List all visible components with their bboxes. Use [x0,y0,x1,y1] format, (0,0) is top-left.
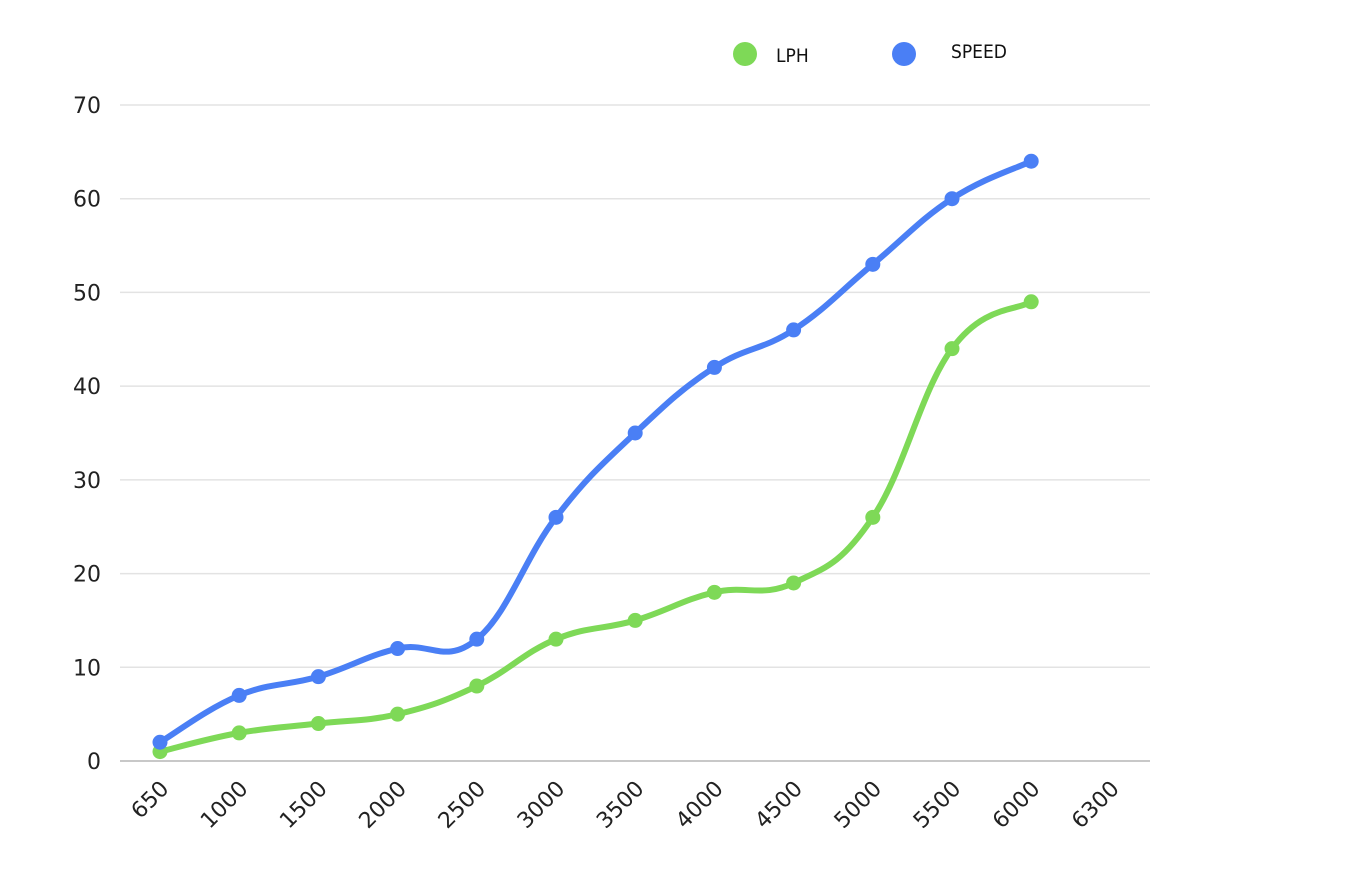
data-point-speed [469,631,485,647]
x-tick-label: 2500 [434,777,491,834]
y-tick-label: 10 [73,656,101,681]
grid-lines [120,104,1150,762]
x-tick-label: 650 [127,777,174,824]
x-axis-ticks: 650 1000 1500 2000 2500 3000 3500 4000 4500 5000 5… [127,777,1125,834]
data-point-speed [548,509,564,525]
data-point-lph [865,509,881,525]
data-point-speed [944,191,960,207]
data-point-lph [786,575,802,591]
data-point-speed [1023,153,1039,169]
legend: LPH SPEED [733,41,1007,67]
y-tick-label: 0 [87,750,101,775]
data-point-speed [865,256,881,272]
legend-label-speed: SPEED [951,41,1007,63]
legend-label-lph: LPH [776,45,809,67]
data-point-speed [390,641,406,657]
x-tick-label: 3500 [592,777,649,834]
y-tick-label: 30 [73,469,101,494]
data-point-lph [310,716,326,732]
x-tick-label: 2000 [355,777,412,834]
data-point-lph [548,631,564,647]
x-tick-label: 5000 [830,777,887,834]
x-tick-label: 3000 [513,777,570,834]
x-tick-label: 6000 [988,777,1045,834]
data-point-speed [152,734,168,750]
y-tick-label: 60 [73,188,101,213]
data-point-speed [310,669,326,685]
data-point-speed [786,322,802,338]
series-line-speed [157,158,1035,746]
x-tick-label: 1000 [196,777,253,834]
x-tick-label: 1500 [275,777,332,834]
x-tick-label: 4500 [751,777,808,834]
data-point-lph [627,612,643,628]
data-point-speed [706,359,722,375]
data-point-speed [627,425,643,441]
y-axis-ticks: 0 10 20 30 40 50 60 70 [73,94,101,775]
series-lines [152,153,1039,760]
data-point-speed [231,687,247,703]
data-point-lph [944,341,960,357]
data-point-lph [231,725,247,741]
y-tick-label: 40 [73,375,101,400]
data-point-lph [390,706,406,722]
data-point-lph [706,584,722,600]
data-point-lph [469,678,485,694]
x-tick-label: 6300 [1067,777,1124,834]
legend-marker-speed [892,42,916,66]
x-tick-label: 5500 [909,777,966,834]
y-tick-label: 70 [73,94,101,119]
data-point-lph [1023,294,1039,310]
legend-marker-lph [733,42,757,66]
y-tick-label: 20 [73,563,101,588]
y-tick-label: 50 [73,281,101,306]
x-tick-label: 4000 [671,777,728,834]
